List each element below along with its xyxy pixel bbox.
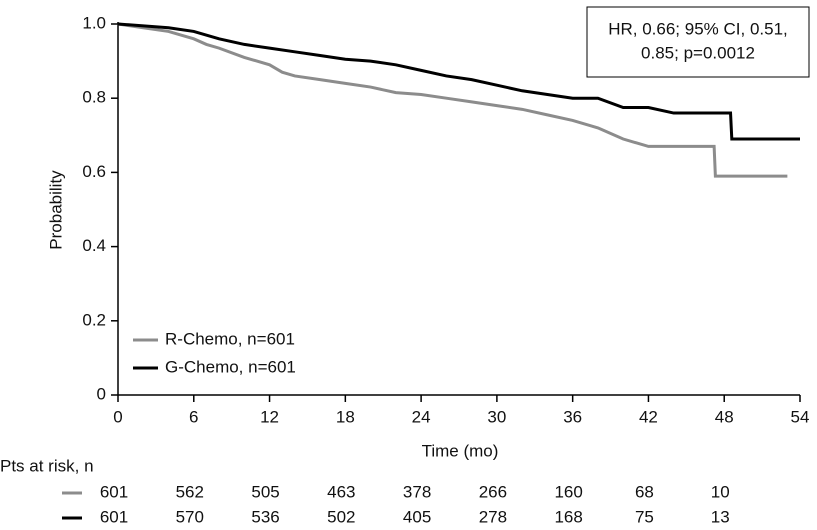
x-tick-label: 48 <box>715 407 734 426</box>
at-risk-count: 68 <box>635 482 654 501</box>
y-tick-label: 0.8 <box>82 88 106 107</box>
at-risk-count: 378 <box>403 482 431 501</box>
at-risk-count: 160 <box>554 482 582 501</box>
y-axis-label: Probability <box>46 170 65 250</box>
at-risk-count: 266 <box>479 482 507 501</box>
annotation: HR, 0.66; 95% CI, 0.51, <box>608 19 788 38</box>
at-risk-count: 13 <box>711 507 730 526</box>
x-tick-label: 12 <box>260 407 279 426</box>
at-risk-count: 10 <box>711 482 730 501</box>
y-tick-label: 1.0 <box>82 13 106 32</box>
x-tick-label: 0 <box>113 407 122 426</box>
x-tick-label: 18 <box>336 407 355 426</box>
km-curve <box>117 22 788 178</box>
at-risk-count: 505 <box>251 482 279 501</box>
at-risk-count: 168 <box>554 507 582 526</box>
legend-label: R-Chemo, n=601 <box>165 329 295 348</box>
at-risk-count: 601 <box>100 507 128 526</box>
at-risk-count: 502 <box>327 507 355 526</box>
at-risk-count: 536 <box>251 507 279 526</box>
x-tick-label: 54 <box>791 407 810 426</box>
y-tick-label: 0.4 <box>82 236 106 255</box>
x-tick-label: 42 <box>639 407 658 426</box>
at-risk-count: 278 <box>479 507 507 526</box>
x-tick-label: 24 <box>412 407 431 426</box>
km-curve <box>117 22 800 141</box>
x-tick-label: 30 <box>487 407 506 426</box>
at-risk-count: 75 <box>635 507 654 526</box>
x-axis-label: Time (mo) <box>422 441 499 460</box>
y-tick-label: 0.2 <box>82 310 106 329</box>
at-risk-count: 570 <box>176 507 204 526</box>
at-risk-count: 562 <box>176 482 204 501</box>
legend-label: G-Chemo, n=601 <box>165 357 296 376</box>
at-risk-count: 601 <box>100 482 128 501</box>
at-risk-count: 463 <box>327 482 355 501</box>
at-risk-title: Pts at risk, n <box>0 456 94 475</box>
at-risk-count: 405 <box>403 507 431 526</box>
y-tick-label: 0.6 <box>82 162 106 181</box>
x-tick-label: 36 <box>563 407 582 426</box>
y-tick-label: 0 <box>97 384 106 403</box>
annotation: 0.85; p=0.0012 <box>641 43 755 62</box>
annotation-box <box>586 6 810 78</box>
x-tick-label: 6 <box>189 407 198 426</box>
